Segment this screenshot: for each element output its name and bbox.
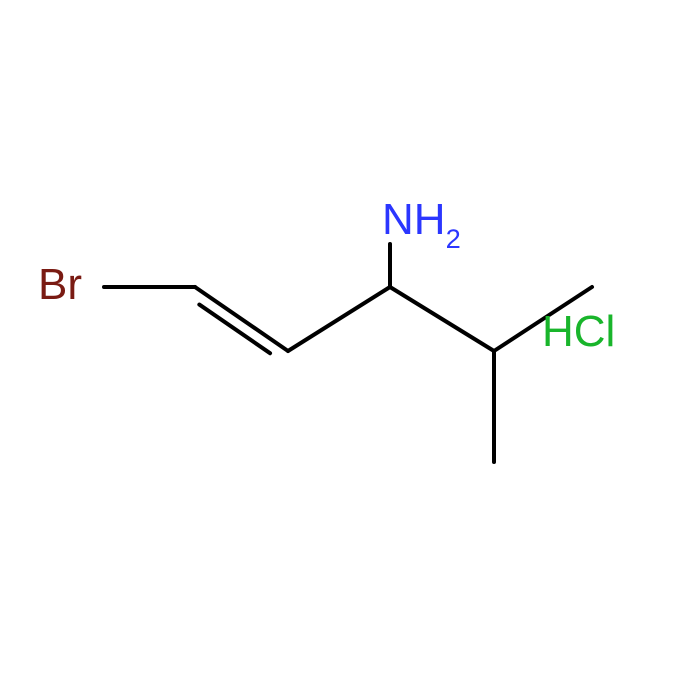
amine-subscript: 2: [446, 223, 461, 254]
bond-c-ch2-db-inner: [199, 305, 270, 354]
amine-text: NH: [382, 195, 446, 244]
amine-label: NH2: [382, 198, 461, 248]
hcl-label: HCl: [542, 310, 615, 354]
bond-c-ch2: [195, 287, 288, 351]
bromine-label: Br: [38, 263, 82, 307]
chemical-structure-canvas: Br NH2 HCl: [0, 0, 700, 700]
bond-cnh2-cme: [390, 287, 494, 351]
bond-ch2-cnh2: [288, 287, 390, 351]
